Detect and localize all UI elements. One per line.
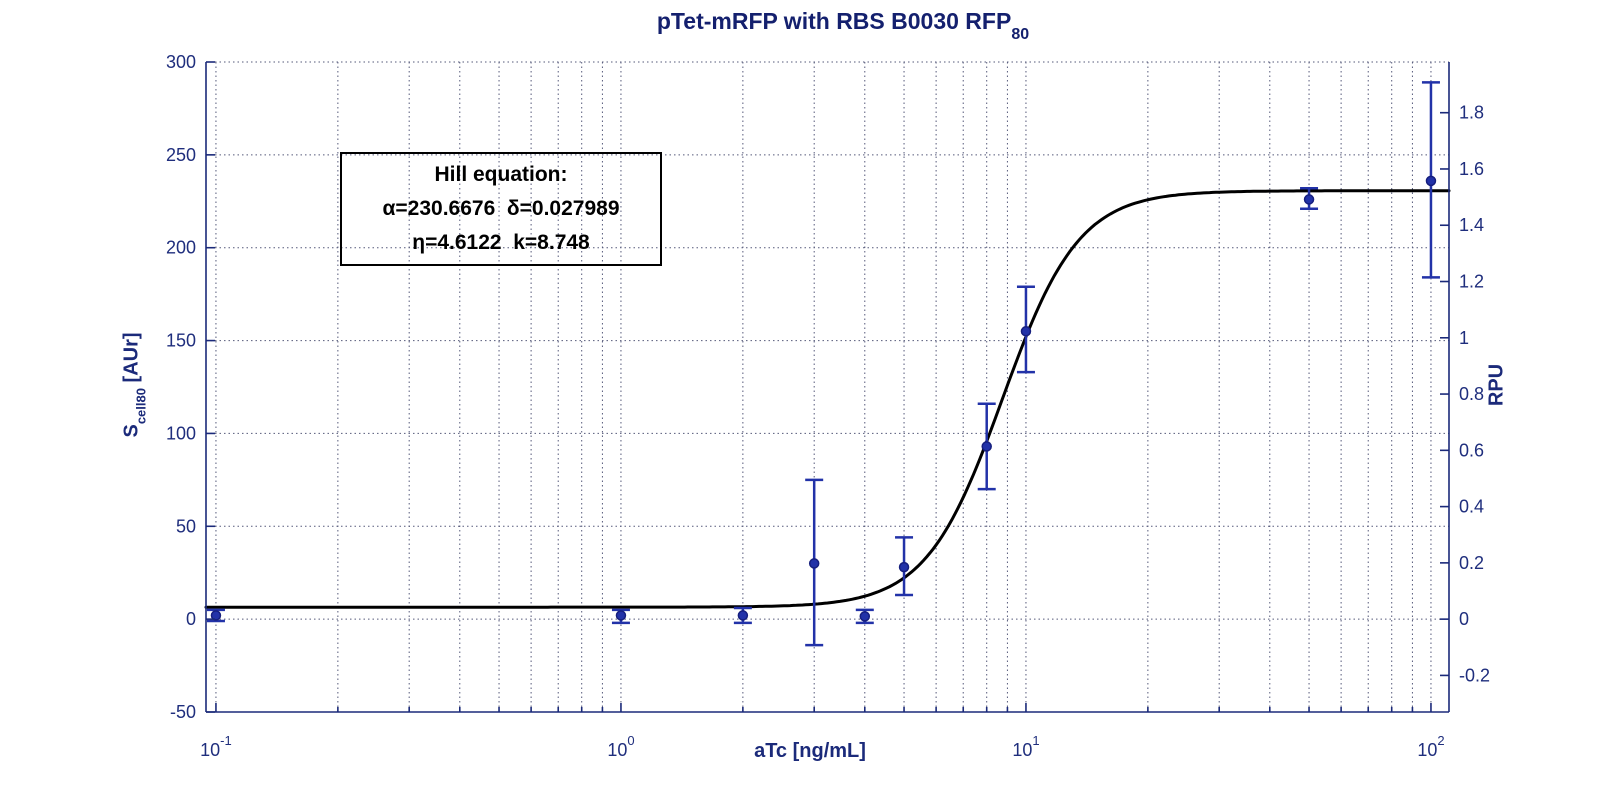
y-right-tick-label: 1.8 [1459,103,1484,123]
hill-equation-params-2: η=4.6122 k=8.748 [412,231,590,254]
data-point-marker [737,610,749,621]
data-point-marker [898,561,910,573]
x-tick-label: 102 [1417,733,1444,760]
y-left-tick-label: 150 [166,331,196,351]
x-tick-label: 101 [1012,733,1039,760]
y-left-tick-label: 250 [166,145,196,165]
y-right-tick-label: 0.2 [1459,553,1484,573]
hill-equation-box: Hill equation: α=230.6676 δ=0.027989 η=4… [340,152,662,266]
x-axis-label: aTc [ng/mL] [754,740,866,762]
y-axis-label-left: Scell80 [AUr] [120,332,149,438]
y-left-tick-label: 0 [186,609,196,629]
y-right-tick-label: 0.6 [1459,440,1484,460]
grid [206,61,1449,712]
y-right-tick-label: 1.4 [1459,215,1484,235]
data-point-marker [981,441,992,452]
y-left-tick-label: -50 [170,702,196,722]
chart-title: pTet-mRFP with RBS B0030 RFP80 [656,8,1030,43]
y-left-main: S [120,424,143,438]
hill-equation-params-1: α=230.6676 δ=0.027989 [382,197,620,220]
chart-title-subscript: 80 [1011,25,1030,43]
chart-title-text: pTet-mRFP with RBS B0030 RFP [656,8,1012,34]
data-point-marker [210,610,222,621]
fit-curve [204,189,1451,609]
data-point-marker [1303,194,1315,205]
y-right-tick-label: 0.8 [1459,384,1484,404]
data-point-marker [615,610,627,621]
hill-equation-heading: Hill equation: [434,163,568,186]
y-left-tick-label: 100 [166,423,196,443]
data-point-marker [808,558,820,569]
y-left-tick-label: 50 [176,516,196,536]
data-point-marker [859,611,871,622]
data-point-marker [1020,326,1032,337]
y-axis-label-right: RPU [1485,363,1508,407]
y-right-tick-label: 1.2 [1459,272,1484,292]
y-right-tick-label: 0 [1459,609,1469,629]
tick-labels: -50 0 50 100 150 200 250 300 -0.2 0 0.2 0.4 0.6 0.8 1 1… [166,52,1490,760]
data-series [206,81,1440,647]
axes [205,61,1450,713]
y-left-subscript: cell80 [133,388,149,425]
y-left-tick-label: 200 [166,238,196,258]
y-right-tick-label: -0.2 [1459,665,1490,685]
data-point-marker [1425,175,1437,187]
x-tick-label: 100 [607,733,634,760]
y-left-tick-label: 300 [166,52,196,72]
y-right-tick-label: 0.4 [1459,497,1484,517]
y-left-units: [AUr] [120,332,143,389]
x-tick-label: 10-1 [200,733,232,760]
y-right-tick-label: 1 [1459,328,1469,348]
y-right-tick-label: 1.6 [1459,159,1484,179]
